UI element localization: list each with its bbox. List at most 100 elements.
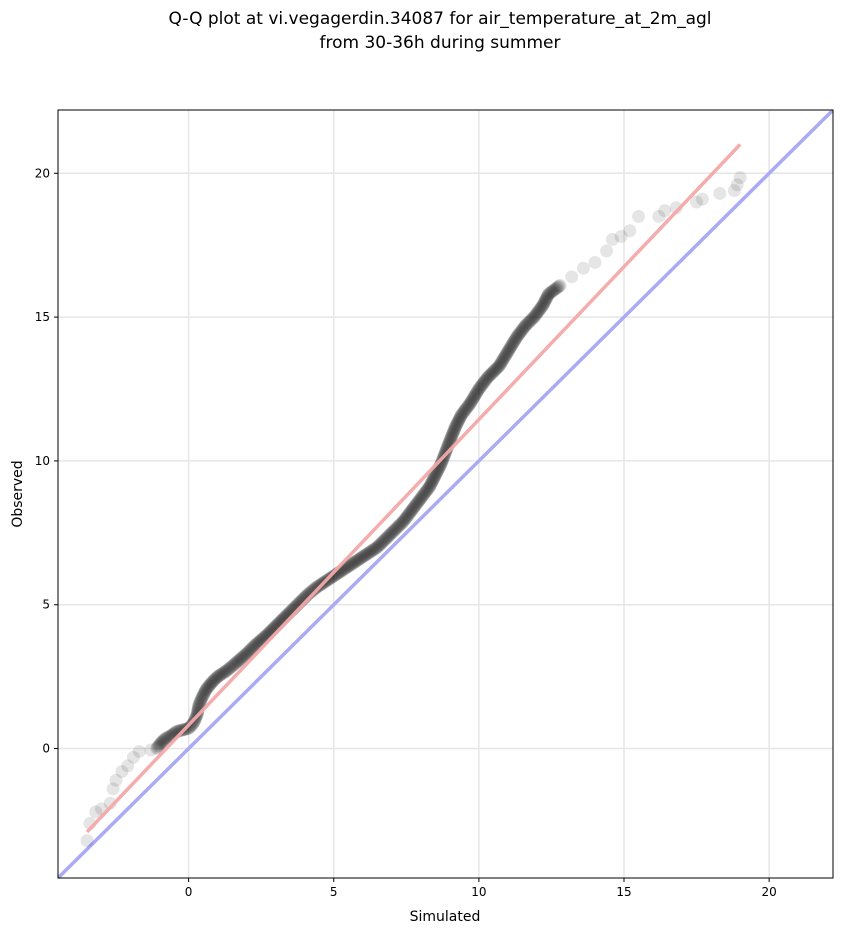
- qq-point: [513, 326, 527, 340]
- qq-point: [382, 529, 396, 543]
- qq-point: [469, 386, 483, 400]
- qq-point: [309, 580, 323, 594]
- qq-point: [205, 675, 219, 689]
- qq-point: [241, 646, 255, 660]
- qq-point: [394, 517, 408, 531]
- qq-point: [154, 736, 168, 750]
- qq-point: [380, 531, 394, 545]
- qq-point: [455, 407, 469, 421]
- qq-point: [389, 522, 403, 536]
- qq-point: [538, 294, 552, 308]
- qq-point: [462, 397, 476, 411]
- qq-point: [497, 351, 511, 365]
- qq-point: [479, 372, 493, 386]
- qq-point: [472, 382, 486, 396]
- qq-point: [518, 320, 532, 334]
- qq-point: [489, 362, 503, 376]
- qq-point: [222, 662, 236, 676]
- qq-point: [395, 516, 409, 530]
- qq-point: [195, 690, 209, 704]
- qq-point: [150, 741, 164, 755]
- qq-point: [219, 664, 233, 678]
- qq-point: [414, 491, 428, 505]
- plot-frame: [57, 109, 834, 879]
- qq-point: [539, 291, 553, 305]
- qq-point: [232, 654, 246, 668]
- qq-point: [367, 542, 381, 556]
- qq-point: [446, 427, 460, 441]
- qq-point: [448, 421, 462, 435]
- qq-point: [172, 724, 186, 738]
- qq-point: [378, 532, 392, 546]
- qq-point: [412, 493, 426, 507]
- qq-point: [445, 428, 459, 442]
- qq-point: [632, 209, 646, 223]
- qq-point: [523, 314, 537, 328]
- qq-point: [383, 527, 397, 541]
- qq-point: [435, 454, 449, 468]
- qq-point: [348, 555, 362, 569]
- qq-point: [536, 299, 550, 313]
- qq-point: [385, 526, 399, 540]
- qq-point: [516, 322, 530, 336]
- qq-point: [439, 444, 453, 458]
- qq-point: [121, 759, 135, 773]
- qq-point: [462, 398, 476, 412]
- qq-point: [505, 337, 519, 351]
- qq-point: [207, 673, 221, 687]
- qq-point: [246, 641, 260, 655]
- qq-point: [405, 503, 419, 517]
- y-tick-label: 20: [35, 166, 50, 180]
- qq-point: [306, 583, 320, 597]
- qq-point: [109, 773, 123, 787]
- qq-point: [359, 548, 373, 562]
- qq-point: [446, 426, 460, 440]
- qq-point: [197, 687, 211, 701]
- qq-point: [507, 334, 521, 348]
- qq-point: [543, 286, 557, 300]
- qq-point: [408, 499, 422, 513]
- qq-point: [538, 293, 552, 307]
- qq-point: [401, 508, 415, 522]
- qq-point: [241, 645, 255, 659]
- qq-point: [423, 480, 437, 494]
- qq-point: [424, 477, 438, 491]
- qq-point: [392, 519, 406, 533]
- qq-point: [576, 261, 590, 275]
- qq-point: [511, 328, 525, 342]
- qq-point: [466, 391, 480, 405]
- chart-title-line-1: Q-Q plot at vi.vegagerdin.34087 for air_…: [168, 9, 711, 29]
- qq-point: [490, 361, 504, 375]
- fit-line: [85, 143, 742, 834]
- qq-point: [444, 430, 458, 444]
- qq-point: [407, 501, 421, 515]
- qq-point: [669, 201, 683, 215]
- qq-point: [501, 345, 515, 359]
- qq-point: [401, 509, 415, 523]
- qq-point: [486, 365, 500, 379]
- qq-point: [536, 298, 550, 312]
- qq-point: [233, 652, 247, 666]
- qq-point: [366, 543, 380, 557]
- qq-point: [600, 244, 614, 258]
- qq-point: [389, 521, 403, 535]
- qq-point: [498, 350, 512, 364]
- qq-point: [355, 550, 369, 564]
- qq-point: [369, 541, 383, 555]
- qq-point: [221, 662, 235, 676]
- qq-point: [429, 467, 443, 481]
- x-tick-label: 15: [616, 885, 631, 899]
- qq-point: [212, 669, 226, 683]
- qq-point: [424, 478, 438, 492]
- qq-point: [503, 342, 517, 356]
- qq-point: [374, 537, 388, 551]
- qq-point: [198, 685, 212, 699]
- qq-point: [195, 691, 209, 705]
- qq-point: [407, 500, 421, 514]
- qq-point: [349, 554, 363, 568]
- qq-point: [446, 425, 460, 439]
- qq-point: [534, 301, 548, 315]
- qq-point: [386, 525, 400, 539]
- qq-point: [493, 358, 507, 372]
- qq-point: [478, 373, 492, 387]
